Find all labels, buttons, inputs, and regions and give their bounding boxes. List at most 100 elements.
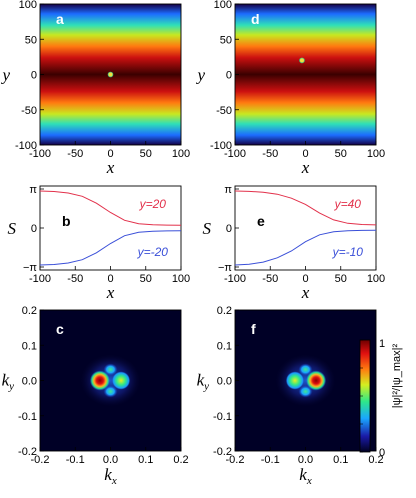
panel-c-ytick-label: 0.1	[22, 340, 37, 352]
panel-e-ylabel: S	[203, 219, 212, 238]
panel-d-ytick-label: 0	[226, 70, 232, 82]
panel-c-xtick-label: -0.2	[31, 454, 50, 466]
panel-c-xlabel: kx	[104, 465, 117, 487]
panel-b-ytick-label: −π	[23, 262, 37, 274]
panel-b-ytick-label: 0	[31, 223, 37, 235]
panel-d-xlabel: x	[301, 158, 310, 177]
panel-c-secondary-peak	[112, 371, 131, 390]
panel-f-xtick-label: 0.1	[333, 454, 348, 466]
panel-f-halo	[275, 354, 336, 407]
panel-e-xtick-label: 50	[335, 273, 347, 285]
panel-d-ytick-label: 100	[214, 0, 232, 11]
panel-a-xlabel: x	[106, 158, 115, 177]
panel-a-xtick-label: -50	[67, 148, 83, 160]
panel-a-ytick-label: -100	[15, 140, 37, 152]
panel-f-ytick-label: 0.2	[217, 305, 232, 317]
panel-b-label: b	[62, 213, 71, 229]
panel-f-lower-lobe	[298, 385, 313, 398]
panel-f-ytick-label: -0.1	[213, 411, 232, 423]
panel-d-density	[235, 4, 376, 145]
panel-b-ytick-label: π	[29, 184, 37, 196]
panel-c-halo	[80, 354, 141, 407]
panel-a-xtick-label: 0	[107, 148, 113, 160]
panel-b-xtick-label: 0	[107, 273, 113, 285]
panel-a-ytick-label: -50	[21, 105, 37, 117]
panel-b-xtick-label: 50	[140, 273, 152, 285]
colorbar-min-label: 0	[379, 447, 385, 459]
panel-a-label: a	[56, 11, 64, 27]
panel-c-ytick-label: -0.2	[18, 446, 37, 458]
panel-f-ytick-label: -0.2	[213, 446, 232, 458]
panel-f-ytick-label: 0.0	[217, 376, 232, 388]
panel-e-series-0-line	[234, 190, 377, 226]
panel-d-xtick-label: 50	[335, 148, 347, 160]
panel-d-ylabel: y	[195, 66, 205, 85]
panel-b-xtick-label: 100	[172, 273, 190, 285]
panel-c-upper-lobe	[103, 363, 118, 376]
panel-d-ytick-label: -100	[210, 140, 232, 152]
panel-c-xtick-label: -0.1	[66, 454, 85, 466]
panel-e-ytick-label: π	[224, 184, 232, 196]
panel-f-secondary-peak	[285, 371, 304, 390]
panel-c-xtick-label: 0.1	[138, 454, 153, 466]
panel-c-lower-lobe	[103, 385, 118, 398]
panel-a-xtick-label: 100	[172, 148, 190, 160]
panel-f-xtick-label: -0.1	[261, 454, 280, 466]
panel-f-xtick-label: 0.2	[368, 454, 383, 466]
panel-e-xtick-label: 0	[302, 273, 308, 285]
panel-c-main-peak	[89, 370, 110, 391]
panel-c-ylabel: ky	[2, 371, 15, 393]
panel-e-series-1-label: y=-10	[332, 245, 364, 259]
panel-e-xlabel: x	[301, 283, 310, 302]
panel-e-series-1-line	[234, 229, 377, 266]
panel-c-xtick-label: 0.0	[103, 454, 118, 466]
panel-a-vortex-marker	[107, 71, 114, 78]
panel-f-label: f	[251, 321, 256, 337]
panel-f-ylabel: ky	[197, 371, 210, 393]
panel-f-main-peak	[306, 370, 327, 391]
colorbar-title: |ψ|²/|ψ_max|²	[391, 343, 403, 408]
colorbar-max-label: 1	[379, 338, 385, 350]
panel-a-ytick-label: 50	[25, 34, 37, 46]
panel-f-ytick-label: 0.1	[217, 340, 232, 352]
panel-b-series-1-line	[39, 230, 182, 266]
panel-a-xtick-label: 50	[140, 148, 152, 160]
panel-d-xtick-label: -50	[262, 148, 278, 160]
colorbar: 1 0 |ψ|²/|ψ_max|²	[359, 338, 403, 459]
panel-d-ytick-label: -50	[216, 105, 232, 117]
panel-e-ytick-label: 0	[226, 223, 232, 235]
panel-c-xtick-label: 0.2	[173, 454, 188, 466]
panel-d-vortex-marker	[299, 57, 305, 64]
panel-a-ylabel: y	[0, 66, 10, 85]
panel-b-xtick-label: -100	[29, 273, 51, 285]
panel-b-xlabel: x	[106, 283, 115, 302]
panel-c-label: c	[56, 321, 64, 337]
panel-d-ytick-label: 50	[220, 34, 232, 46]
panel-e-xtick-label: -100	[224, 273, 246, 285]
panel-e-series-0-label: y=40	[334, 197, 362, 211]
panel-c-ytick-label: -0.1	[18, 411, 37, 423]
panel-b-series-1-label: y=-20	[137, 245, 169, 259]
panel-d-xtick-label: 0	[302, 148, 308, 160]
panel-b-xtick-label: -50	[67, 273, 83, 285]
panel-c-ytick-label: 0.0	[22, 376, 37, 388]
panel-a-ytick-label: 100	[19, 0, 37, 11]
panel-a-ytick-label: 0	[31, 70, 37, 82]
panel-a-xtick-label: -100	[29, 148, 51, 160]
panel-c-ytick-label: 0.2	[22, 305, 37, 317]
panel-e-xtick-label: -50	[262, 273, 278, 285]
panel-f-upper-lobe	[298, 363, 313, 376]
panel-e-label: e	[257, 213, 265, 229]
panel-b-series-0-line	[39, 190, 182, 226]
panel-d-xtick-label: 100	[367, 148, 385, 160]
panel-e-xtick-label: 100	[367, 273, 385, 285]
panel-b-ylabel: S	[8, 219, 17, 238]
panel-b-series-0-label: y=20	[139, 197, 167, 211]
panel-f-xtick-label: 0.0	[298, 454, 313, 466]
panel-f-xlabel: kx	[299, 465, 312, 487]
panel-d-xtick-label: -100	[224, 148, 246, 160]
panel-f-xtick-label: -0.2	[226, 454, 245, 466]
panel-d-label: d	[251, 11, 260, 27]
panel-e-ytick-label: −π	[218, 262, 232, 274]
